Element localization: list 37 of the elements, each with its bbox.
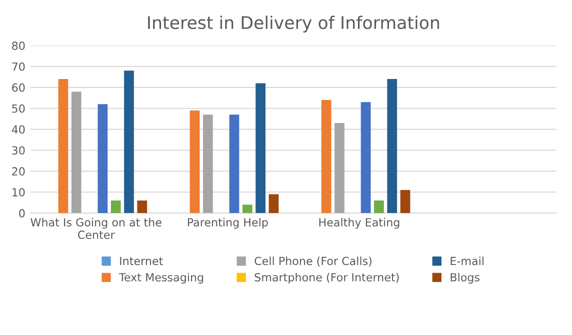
bar xyxy=(110,200,121,214)
bar xyxy=(242,204,252,214)
bar xyxy=(202,114,213,214)
legend-label: Internet xyxy=(120,256,163,266)
bar xyxy=(268,194,279,214)
bar xyxy=(360,102,371,214)
bar xyxy=(58,79,68,214)
y-tick-label: 30 xyxy=(12,146,25,155)
bar xyxy=(137,200,148,214)
x-tick-label: Healthy Eating xyxy=(319,218,400,229)
y-tick-label: 0 xyxy=(19,209,25,218)
legend-label: Cell Phone (For Calls) xyxy=(254,256,372,266)
x-tick-label: What Is Going on at the Center xyxy=(30,218,162,239)
y-tick-label: 60 xyxy=(12,83,25,92)
legend-label: Smartphone (For Internet) xyxy=(254,272,399,284)
legend-label: Blogs xyxy=(450,272,480,284)
bar xyxy=(256,83,266,214)
bar xyxy=(71,92,82,214)
bar xyxy=(400,190,410,214)
y-tick-label: 10 xyxy=(12,188,25,196)
y-tick-label: 20 xyxy=(12,167,25,176)
bar xyxy=(334,123,344,214)
bar xyxy=(229,114,240,214)
bar xyxy=(124,70,134,214)
bar xyxy=(190,110,200,214)
y-tick-label: 70 xyxy=(12,62,25,71)
y-tick-label: 50 xyxy=(12,104,25,113)
legend-label: E-mail xyxy=(450,256,484,266)
y-tick-label: 80 xyxy=(12,42,25,50)
bar xyxy=(321,100,332,214)
y-tick-label: 40 xyxy=(12,125,25,134)
x-tick-label: Parenting Help xyxy=(188,218,268,229)
bar xyxy=(387,79,398,214)
bar xyxy=(374,200,384,214)
legend-label: Text Messaging xyxy=(119,272,204,284)
chart-title: Interest in Delivery of Information xyxy=(148,16,440,33)
bar xyxy=(98,104,108,214)
